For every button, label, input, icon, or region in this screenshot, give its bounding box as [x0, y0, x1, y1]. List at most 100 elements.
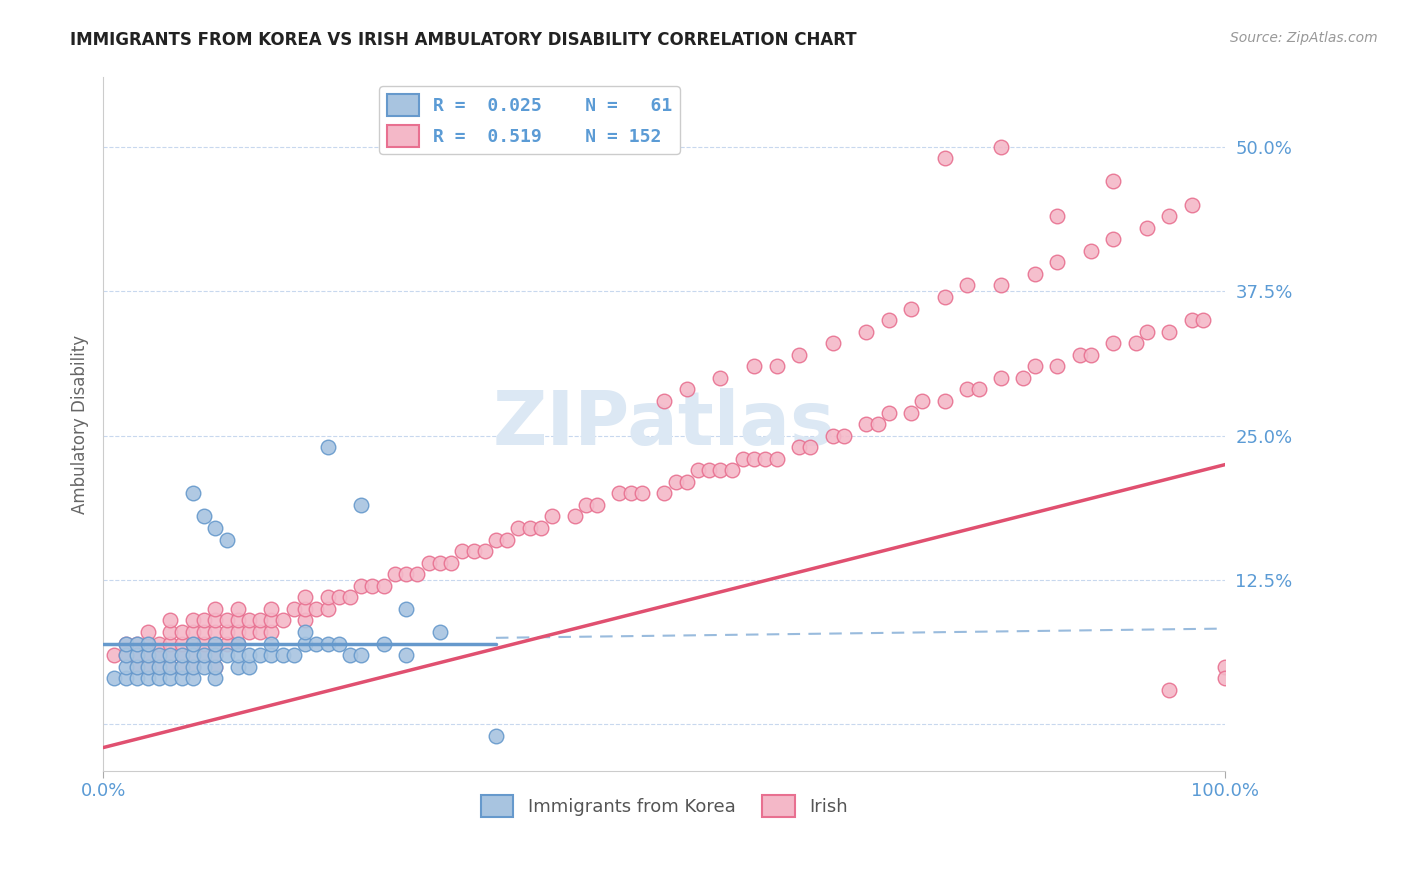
Point	[418, 556, 440, 570]
Point	[328, 591, 350, 605]
Point	[1024, 267, 1046, 281]
Point	[204, 671, 226, 685]
Point	[328, 637, 350, 651]
Point	[395, 648, 418, 662]
Point	[765, 359, 787, 374]
Point	[136, 671, 159, 685]
Point	[159, 648, 181, 662]
Point	[181, 637, 204, 651]
Point	[170, 659, 193, 673]
Point	[114, 637, 136, 651]
Point	[530, 521, 553, 535]
Point	[238, 648, 260, 662]
Point	[159, 625, 181, 640]
Point	[652, 486, 675, 500]
Point	[451, 544, 474, 558]
Point	[181, 486, 204, 500]
Point	[159, 671, 181, 685]
Point	[215, 533, 238, 547]
Point	[170, 671, 193, 685]
Point	[125, 659, 148, 673]
Point	[181, 637, 204, 651]
Point	[215, 648, 238, 662]
Point	[114, 659, 136, 673]
Point	[1102, 174, 1125, 188]
Point	[204, 625, 226, 640]
Point	[900, 301, 922, 316]
Point	[226, 637, 249, 651]
Point	[373, 579, 395, 593]
Point	[956, 383, 979, 397]
Point	[485, 533, 508, 547]
Point	[260, 614, 283, 628]
Point	[934, 151, 956, 165]
Point	[395, 567, 418, 582]
Point	[181, 614, 204, 628]
Point	[395, 602, 418, 616]
Point	[125, 637, 148, 651]
Point	[260, 602, 283, 616]
Point	[125, 671, 148, 685]
Point	[496, 533, 519, 547]
Point	[316, 602, 339, 616]
Point	[787, 440, 810, 454]
Point	[731, 451, 754, 466]
Point	[990, 278, 1012, 293]
Point	[900, 405, 922, 419]
Point	[1046, 209, 1069, 223]
Point	[193, 648, 215, 662]
Point	[294, 614, 316, 628]
Point	[586, 498, 609, 512]
Point	[373, 637, 395, 651]
Point	[215, 637, 238, 651]
Point	[260, 637, 283, 651]
Point	[316, 440, 339, 454]
Point	[159, 659, 181, 673]
Point	[934, 290, 956, 304]
Point	[215, 614, 238, 628]
Point	[1159, 209, 1181, 223]
Point	[1012, 371, 1035, 385]
Point	[709, 463, 731, 477]
Point	[1080, 244, 1102, 258]
Point	[271, 648, 294, 662]
Point	[204, 648, 226, 662]
Point	[114, 648, 136, 662]
Point	[406, 567, 429, 582]
Point	[1080, 348, 1102, 362]
Point	[181, 625, 204, 640]
Point	[148, 659, 170, 673]
Point	[832, 428, 855, 442]
Point	[697, 463, 720, 477]
Point	[709, 371, 731, 385]
Point	[181, 648, 204, 662]
Point	[1181, 313, 1204, 327]
Point	[990, 140, 1012, 154]
Point	[631, 486, 654, 500]
Point	[159, 637, 181, 651]
Point	[316, 637, 339, 651]
Point	[294, 591, 316, 605]
Point	[294, 602, 316, 616]
Point	[463, 544, 485, 558]
Point	[238, 614, 260, 628]
Point	[652, 394, 675, 409]
Text: ZIPatlas: ZIPatlas	[494, 387, 835, 460]
Point	[193, 648, 215, 662]
Point	[339, 648, 361, 662]
Point	[136, 648, 159, 662]
Point	[821, 336, 844, 351]
Point	[485, 729, 508, 743]
Point	[271, 614, 294, 628]
Point	[575, 498, 598, 512]
Point	[316, 591, 339, 605]
Point	[249, 625, 271, 640]
Point	[204, 614, 226, 628]
Point	[148, 671, 170, 685]
Point	[136, 637, 159, 651]
Point	[159, 659, 181, 673]
Point	[1159, 325, 1181, 339]
Point	[114, 648, 136, 662]
Point	[215, 625, 238, 640]
Point	[204, 521, 226, 535]
